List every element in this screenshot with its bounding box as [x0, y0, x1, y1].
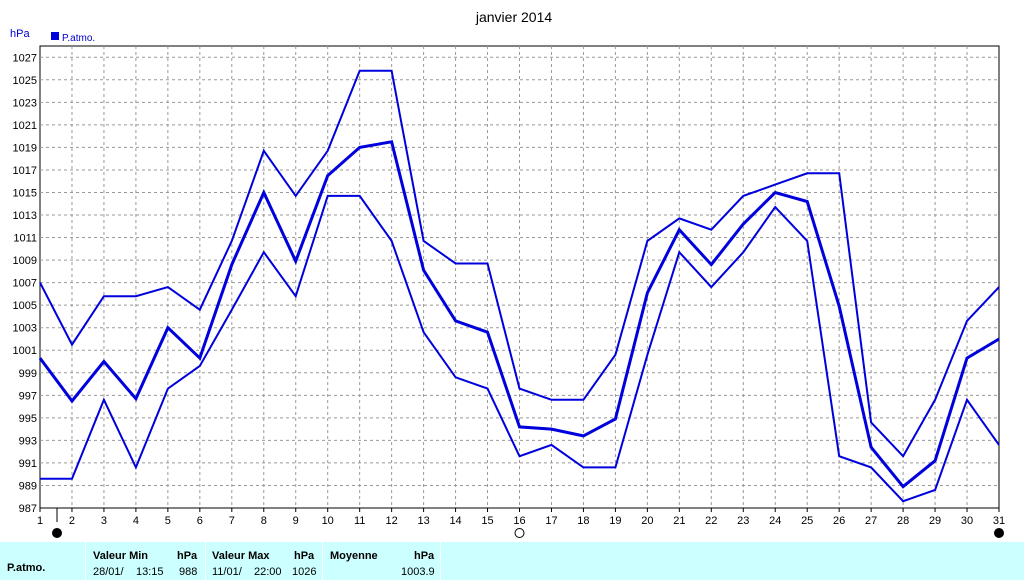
y-tick-label: 1017 [13, 165, 37, 177]
x-tick-label: 15 [481, 515, 493, 527]
chart-title: janvier 2014 [475, 9, 552, 25]
min-value: 988 [179, 566, 198, 578]
x-tick-label: 11 [354, 515, 365, 527]
y-tick-label: 1001 [13, 345, 37, 357]
y-tick-label: 1027 [13, 52, 37, 64]
x-tick-label: 12 [386, 515, 398, 527]
avg-unit: hPa [414, 550, 435, 562]
y-tick-label: 987 [19, 503, 37, 515]
avg-label: Moyenne [330, 550, 378, 562]
stats-divider [322, 542, 323, 580]
stats-panel: P.atmo. Valeur Min hPa 28/01/ 13:15 988 … [0, 542, 1024, 580]
avg-value: 1003.9 [401, 566, 435, 578]
new-moon-icon [994, 528, 1004, 538]
x-tick-label: 28 [897, 515, 909, 527]
max-label: Valeur Max [212, 550, 270, 562]
series-line-avg [38, 140, 1000, 489]
x-tick-label: 9 [293, 515, 299, 527]
y-tick-label: 1009 [13, 255, 37, 267]
x-tick-label: 20 [641, 515, 653, 527]
min-time: 13:15 [136, 566, 164, 578]
x-tick-label: 16 [513, 515, 525, 527]
x-tick-label: 8 [261, 515, 267, 527]
min-unit: hPa [177, 550, 198, 562]
y-tick-label: 993 [19, 435, 37, 447]
x-tick-label: 30 [961, 515, 973, 527]
x-tick-label: 5 [165, 515, 171, 527]
x-tick-label: 21 [673, 515, 685, 527]
x-tick-label: 26 [833, 515, 845, 527]
x-tick-label: 19 [609, 515, 621, 527]
x-tick-label: 14 [449, 515, 461, 527]
x-tick-label: 29 [929, 515, 941, 527]
y-axis-unit: hPa [10, 28, 30, 40]
x-tick-label: 7 [229, 515, 235, 527]
x-tick-label: 10 [322, 515, 334, 527]
stats-divider [440, 542, 441, 580]
x-tick-label: 4 [133, 515, 139, 527]
y-tick-label: 989 [19, 480, 37, 492]
new-moon-icon [52, 528, 62, 538]
x-tick-label: 2 [69, 515, 75, 527]
y-tick-label: 1003 [13, 323, 37, 335]
x-tick-label: 27 [865, 515, 877, 527]
y-tick-label: 1025 [13, 75, 37, 87]
max-time: 22:00 [254, 566, 282, 578]
legend-label: P.atmo. [62, 33, 95, 44]
y-tick-label: 999 [19, 368, 37, 380]
max-value: 1026 [292, 566, 317, 578]
min-label: Valeur Min [93, 550, 149, 562]
y-tick-label: 1023 [13, 97, 37, 109]
max-unit: hPa [294, 550, 315, 562]
full-moon-icon [514, 528, 525, 538]
x-tick-label: 1 [37, 515, 43, 527]
series-line-min [40, 194, 1000, 503]
y-tick-label: 1005 [13, 300, 37, 312]
y-tick-label: 991 [19, 458, 37, 470]
stats-divider [205, 542, 206, 580]
max-date: 11/01/ [212, 566, 242, 578]
x-tick-label: 24 [769, 515, 781, 527]
x-tick-label: 3 [101, 515, 107, 527]
y-tick-label: 1011 [13, 233, 37, 245]
y-tick-label: 1007 [13, 278, 37, 290]
y-tick-label: 995 [19, 413, 37, 425]
x-tick-label: 22 [705, 515, 717, 527]
y-tick-label: 1013 [13, 210, 37, 222]
y-tick-label: 1019 [13, 142, 37, 154]
x-tick-label: 31 [993, 515, 1005, 527]
pressure-chart: janvier 2014 hPa P.atmo. 987989991993995… [10, 9, 1005, 538]
x-tick-label: 23 [737, 515, 749, 527]
y-tick-label: 997 [19, 390, 37, 402]
y-tick-label: 1021 [13, 120, 37, 132]
x-tick-label: 25 [801, 515, 813, 527]
stats-row-label: P.atmo. [7, 562, 46, 574]
x-tick-label: 18 [577, 515, 589, 527]
x-tick-label: 17 [545, 515, 557, 527]
stats-divider [85, 542, 86, 580]
min-date: 28/01/ [93, 566, 124, 578]
x-tick-label: 13 [417, 515, 429, 527]
y-tick-label: 1015 [13, 187, 37, 199]
series-line-max [39, 69, 1000, 458]
x-tick-label: 6 [197, 515, 203, 527]
legend-swatch [51, 32, 59, 40]
